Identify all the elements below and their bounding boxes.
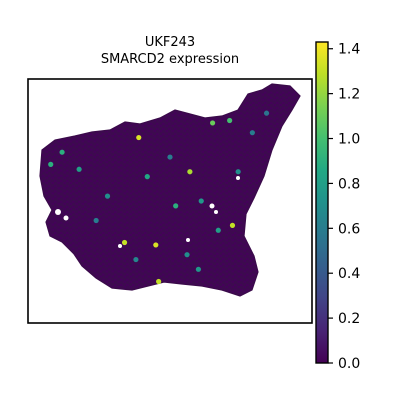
expression-spot — [210, 120, 216, 126]
expression-spot — [48, 161, 54, 167]
expression-spot — [263, 110, 270, 116]
expression-spot — [187, 169, 193, 175]
expression-spot — [144, 174, 150, 180]
colorbar-tick-label: 0.4 — [338, 266, 360, 282]
tissue-outline — [39, 83, 301, 297]
expression-spot — [229, 222, 236, 228]
expression-spot — [167, 154, 173, 160]
expression-spot — [93, 217, 99, 224]
expression-spot — [156, 278, 162, 285]
colorbar-tick-label: 1.0 — [338, 132, 360, 148]
expression-spot — [184, 252, 190, 258]
colorbar-tick-label: 0.6 — [338, 221, 360, 237]
colorbar — [315, 41, 329, 364]
expression-spot — [198, 198, 204, 204]
tissue-gaps — [55, 176, 240, 248]
colorbar-tick-label: 0.0 — [338, 356, 360, 372]
expression-spot — [215, 227, 221, 233]
colorbar-tick-label: 1.2 — [338, 87, 360, 103]
colorbar-tick-label: 0.2 — [338, 311, 360, 327]
expression-spots — [48, 110, 270, 285]
chart-title-line1: UKF243 — [145, 35, 195, 50]
expression-spot — [195, 266, 201, 272]
expression-spot — [76, 166, 82, 172]
expression-spot — [136, 134, 142, 141]
expression-spot — [59, 149, 65, 155]
colorbar-tick-label: 0.8 — [338, 176, 360, 192]
expression-spot — [133, 256, 139, 263]
colorbar-ticks: 0.0 0.2 0.4 0.6 0.8 1.0 1.2 1.4 — [328, 42, 360, 372]
expression-spot — [249, 130, 255, 136]
expression-spot — [227, 117, 233, 124]
expression-spot — [121, 239, 128, 246]
colorbar-tick-label: 1.4 — [338, 42, 360, 58]
chart-title-line2: SMARCD2 expression — [101, 52, 239, 67]
expression-spot — [104, 193, 111, 199]
expression-spot — [153, 242, 159, 248]
expression-spot — [235, 169, 241, 175]
expression-spot — [173, 203, 179, 209]
